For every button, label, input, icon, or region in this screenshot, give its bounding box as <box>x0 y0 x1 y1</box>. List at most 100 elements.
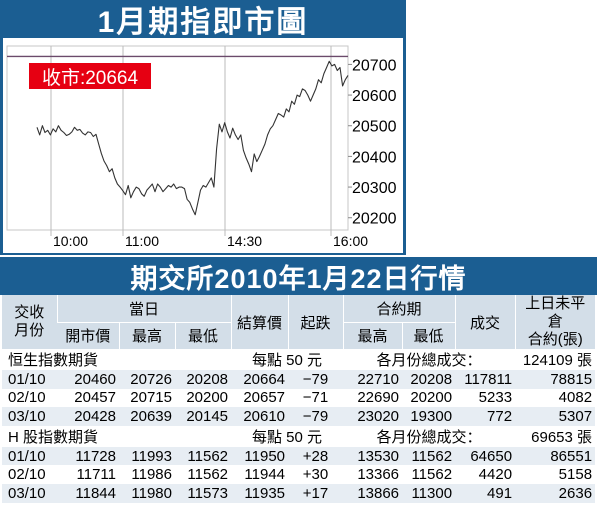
header-high: 最高 <box>118 321 175 349</box>
header-contract-high: 最高 <box>342 321 403 349</box>
x-tick-label: 11:00 <box>125 233 159 249</box>
header-open: 開市價 <box>57 321 119 349</box>
day-low: 11562 <box>187 466 229 484</box>
header-low: 最低 <box>174 321 232 349</box>
settle-price: 20664 <box>243 370 286 388</box>
total-volume-label: 各月份總成交： <box>376 352 482 369</box>
day-high: 20715 <box>130 389 172 407</box>
contract-high: 13866 <box>357 484 400 502</box>
volume: 4420 <box>478 466 513 484</box>
contract-low: 20208 <box>410 370 453 388</box>
contract-high: 13366 <box>357 466 400 484</box>
contract-high: 22690 <box>357 389 400 407</box>
day-high: 20726 <box>130 370 172 388</box>
table-row: 01/10 11728 11993 11562 11950 +28 13530 11562 64… <box>2 446 596 466</box>
close-price-badge: 收市:20664 <box>29 63 151 89</box>
contract-low: 20200 <box>410 389 453 407</box>
change: +17 <box>302 484 329 502</box>
x-tick-label: 14:30 <box>227 233 262 249</box>
open-interest: 5307 <box>558 407 593 425</box>
header-row-top: 交收 月份 當日 結算價 起跌 合約期 成交 上日未平倉 合約(張) <box>2 295 596 349</box>
y-tick-label: 20400 <box>352 149 397 166</box>
open-interest: 5158 <box>558 466 593 484</box>
table-row: 02/10 11711 11986 11562 11944 +30 13366 11562 44… <box>2 465 596 484</box>
open-price: 11844 <box>75 484 116 502</box>
volume: 117811 <box>464 370 513 388</box>
open-interest: 78815 <box>550 370 593 388</box>
volume: 64650 <box>470 447 513 465</box>
open-interest: 4082 <box>558 389 593 407</box>
contract-month: 03/10 <box>8 407 46 425</box>
contract-high: 22710 <box>357 370 400 388</box>
total-volume-label: 各月份總成交： <box>376 428 482 446</box>
settle-price: 11950 <box>244 447 286 465</box>
contract-low: 11562 <box>411 447 453 465</box>
x-tick-label: 10:00 <box>53 233 88 249</box>
change: −79 <box>302 370 329 388</box>
day-high: 11993 <box>131 447 172 465</box>
day-high: 11980 <box>131 484 172 502</box>
day-low: 20200 <box>186 389 229 407</box>
header-contract-month: 交收 月份 <box>14 304 45 339</box>
open-price: 20457 <box>74 389 116 407</box>
open-price: 11728 <box>75 447 116 465</box>
settle-price: 11935 <box>244 484 286 502</box>
y-tick-label: 20700 <box>352 57 397 74</box>
contract-month: 01/10 <box>8 370 46 388</box>
header-contract-low: 最低 <box>401 321 456 349</box>
settle-price: 20610 <box>243 407 286 425</box>
contract-low: 11300 <box>411 484 453 502</box>
header-contract-group: 合約期 <box>342 295 456 322</box>
header-volume: 成交 <box>454 295 516 349</box>
contract-low: 11562 <box>411 466 453 484</box>
change: −71 <box>302 389 329 407</box>
table-row: 01/10 20460 20726 20208 20664 −79 22710 20208 11… <box>2 370 596 389</box>
section-name: 恒生指數期貨 <box>8 352 99 369</box>
contract-month: 03/10 <box>8 484 46 502</box>
settle-price: 20657 <box>243 389 286 407</box>
open-interest: 2636 <box>558 484 593 502</box>
header-change: 起跌 <box>287 295 344 349</box>
table-row: 03/10 20428 20639 20145 20610 −79 23020 19300 77… <box>2 407 596 426</box>
day-low: 20145 <box>186 407 229 425</box>
change: −79 <box>302 407 329 425</box>
contract-month: 01/10 <box>8 447 46 465</box>
settle-price: 11944 <box>244 466 286 484</box>
contract-month: 02/10 <box>8 466 46 484</box>
intraday-line-chart: 10:00 11:00 14:30 16:00 20200 20300 20400 20500… <box>6 45 397 249</box>
point-value: 每點 50 元 <box>252 428 323 446</box>
total-volume-value: 124109 張 <box>522 352 593 369</box>
y-tick-label: 20200 <box>352 211 397 228</box>
section-name: H 股指數期貨 <box>8 428 99 446</box>
y-tick-label: 20500 <box>352 119 397 136</box>
open-interest: 86551 <box>550 447 593 465</box>
change: +28 <box>302 447 329 465</box>
y-tick-label: 20600 <box>352 88 397 105</box>
day-low: 11573 <box>187 484 229 502</box>
day-low: 11562 <box>187 447 229 465</box>
point-value: 每點 50 元 <box>252 352 323 369</box>
plot-frame <box>6 45 349 231</box>
volume: 5233 <box>478 389 513 407</box>
header-day-group: 當日 <box>56 295 232 322</box>
y-tick-label: 20300 <box>352 180 397 197</box>
total-volume-value: 69653 張 <box>531 428 593 446</box>
x-tick-label: 16:00 <box>333 233 368 249</box>
day-low: 20208 <box>186 370 229 388</box>
contract-high: 13530 <box>357 447 400 465</box>
futures-quotes-table: 交收 月份 當日 結算價 起跌 合約期 成交 上日未平倉 合約(張) 開市價 最… <box>2 295 596 503</box>
day-high: 20639 <box>130 407 172 425</box>
chart-area: 10:00 11:00 14:30 16:00 20200 20300 20400 20500… <box>3 38 403 253</box>
open-price: 20460 <box>74 370 116 388</box>
table-row: 03/10 11844 11980 11573 11935 +17 13866 11300 49… <box>2 483 596 503</box>
table-row: 02/10 20457 20715 20200 20657 −71 22690 20200 52… <box>2 388 596 408</box>
day-high: 11986 <box>131 466 172 484</box>
change: +30 <box>302 466 329 484</box>
intraday-chart-panel: 1月期指即市圖 10:00 11:00 14:30 16:00 20200 20300 20… <box>0 0 406 255</box>
contract-month: 02/10 <box>8 389 46 407</box>
contract-low: 19300 <box>410 407 453 425</box>
section-header-row: H 股指數期貨 每點 50 元 各月份總成交： 69653 張 <box>2 425 596 447</box>
open-price: 11711 <box>76 466 117 484</box>
section-header-row: 恒生指數期貨 每點 50 元 各月份總成交： 124109 張 <box>2 349 596 370</box>
header-settle: 結算價 <box>230 295 289 349</box>
